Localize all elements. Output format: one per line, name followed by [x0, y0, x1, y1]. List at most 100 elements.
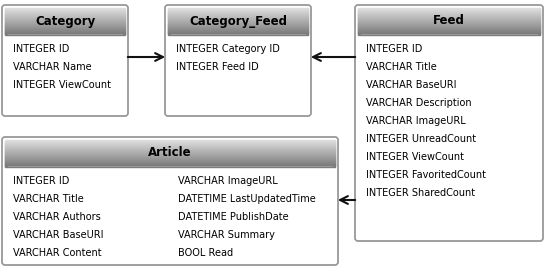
Bar: [168, 17, 308, 18]
Text: INTEGER FavoritedCount: INTEGER FavoritedCount: [366, 170, 486, 180]
Bar: [358, 32, 540, 33]
Bar: [5, 147, 335, 148]
Text: INTEGER SharedCount: INTEGER SharedCount: [366, 188, 475, 198]
Bar: [358, 20, 540, 21]
Bar: [5, 145, 335, 146]
Text: Article: Article: [148, 147, 192, 159]
Text: VARCHAR Description: VARCHAR Description: [366, 98, 472, 108]
Bar: [5, 156, 335, 157]
Bar: [358, 27, 540, 28]
Bar: [168, 8, 308, 9]
Text: INTEGER UnreadCount: INTEGER UnreadCount: [366, 134, 476, 144]
Bar: [5, 145, 335, 146]
Bar: [5, 16, 125, 17]
Text: VARCHAR Content: VARCHAR Content: [13, 248, 102, 258]
Bar: [168, 20, 308, 21]
Bar: [5, 160, 335, 161]
Bar: [5, 157, 335, 158]
Bar: [5, 19, 125, 20]
Text: INTEGER ID: INTEGER ID: [13, 176, 69, 186]
Bar: [5, 26, 125, 27]
Bar: [358, 29, 540, 30]
Bar: [5, 165, 335, 166]
FancyBboxPatch shape: [165, 5, 311, 116]
Bar: [358, 9, 540, 10]
Bar: [5, 162, 335, 163]
Bar: [358, 13, 540, 14]
Bar: [168, 19, 308, 20]
Bar: [358, 23, 540, 24]
Bar: [358, 31, 540, 32]
Bar: [5, 8, 125, 9]
Bar: [168, 29, 308, 30]
Bar: [358, 28, 540, 29]
Bar: [168, 26, 308, 27]
Bar: [358, 16, 540, 17]
Bar: [168, 15, 308, 16]
Bar: [5, 143, 335, 144]
Bar: [168, 19, 308, 20]
Bar: [5, 163, 335, 164]
Bar: [358, 19, 540, 20]
Bar: [5, 157, 335, 158]
Bar: [358, 21, 540, 23]
Text: INTEGER ID: INTEGER ID: [366, 44, 422, 54]
Bar: [168, 24, 308, 25]
Bar: [168, 17, 308, 18]
Bar: [358, 21, 540, 22]
Bar: [5, 20, 125, 21]
Bar: [358, 16, 540, 17]
Bar: [5, 143, 335, 144]
Text: DATETIME PublishDate: DATETIME PublishDate: [178, 212, 289, 222]
Bar: [168, 25, 308, 26]
Bar: [5, 146, 335, 147]
Bar: [5, 21, 125, 22]
Bar: [5, 17, 125, 18]
Bar: [358, 25, 540, 26]
Bar: [5, 33, 125, 35]
Text: VARCHAR ImageURL: VARCHAR ImageURL: [178, 176, 278, 186]
Bar: [358, 15, 540, 16]
Bar: [168, 21, 308, 23]
Bar: [5, 10, 125, 11]
Bar: [168, 31, 308, 32]
Bar: [358, 24, 540, 25]
Bar: [5, 21, 125, 23]
Bar: [358, 14, 540, 15]
Bar: [5, 163, 335, 164]
Bar: [5, 18, 125, 19]
Bar: [358, 18, 540, 19]
Bar: [358, 28, 540, 29]
Bar: [5, 141, 335, 143]
Text: VARCHAR BaseURI: VARCHAR BaseURI: [366, 80, 456, 90]
Bar: [168, 11, 308, 12]
Bar: [5, 14, 125, 15]
Bar: [5, 149, 335, 150]
Text: INTEGER ID: INTEGER ID: [13, 44, 69, 54]
Bar: [5, 12, 125, 13]
Bar: [358, 25, 540, 26]
Bar: [5, 141, 335, 142]
Bar: [168, 12, 308, 13]
Text: VARCHAR ImageURL: VARCHAR ImageURL: [366, 116, 466, 126]
Bar: [5, 161, 335, 162]
Bar: [358, 22, 540, 23]
Bar: [5, 158, 335, 159]
Text: VARCHAR Name: VARCHAR Name: [13, 62, 92, 72]
Bar: [168, 24, 308, 25]
Bar: [168, 12, 308, 13]
Bar: [5, 28, 125, 29]
Bar: [168, 20, 308, 21]
Bar: [358, 29, 540, 30]
Bar: [168, 22, 308, 23]
Bar: [5, 156, 335, 157]
Bar: [5, 25, 125, 26]
Bar: [5, 146, 335, 147]
Bar: [168, 27, 308, 28]
Bar: [5, 28, 125, 29]
Bar: [168, 32, 308, 33]
Text: INTEGER Category ID: INTEGER Category ID: [176, 44, 280, 54]
Bar: [5, 13, 125, 14]
Bar: [5, 153, 335, 154]
Text: VARCHAR Title: VARCHAR Title: [13, 194, 84, 204]
